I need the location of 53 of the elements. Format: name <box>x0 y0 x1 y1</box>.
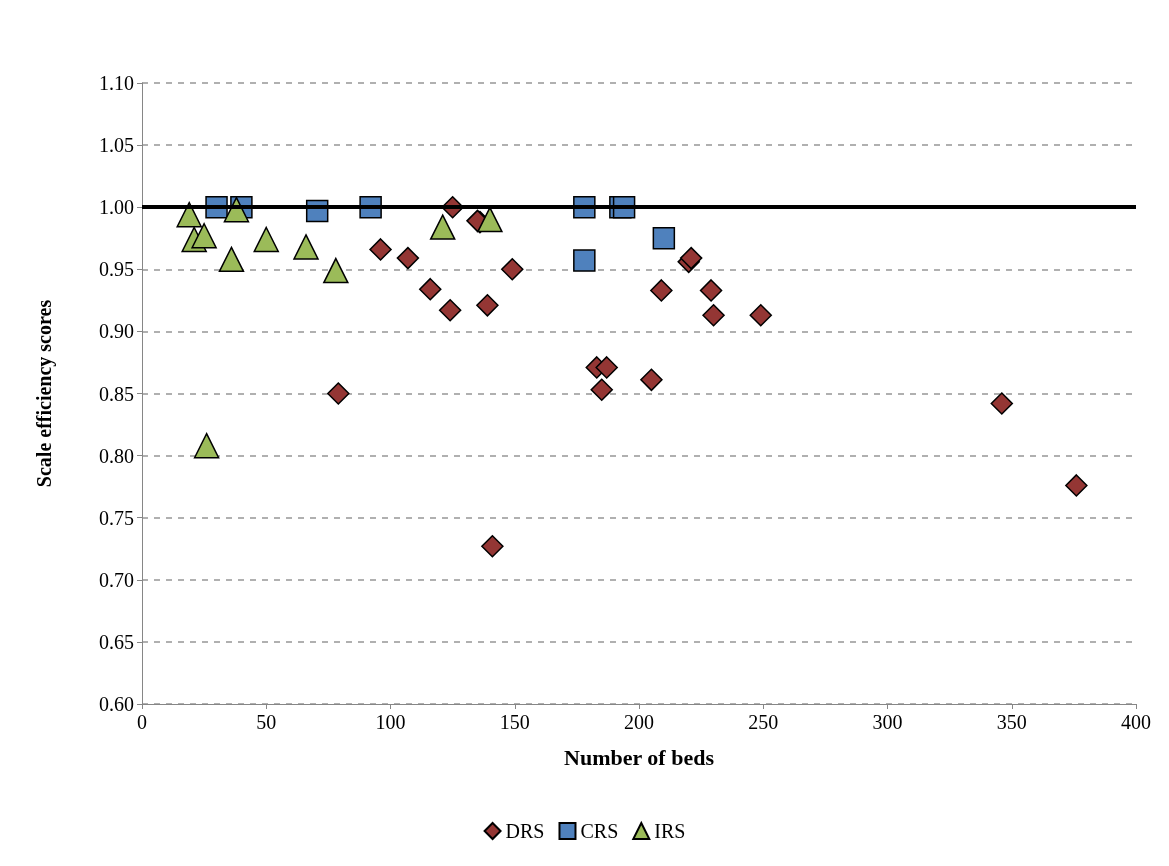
point <box>218 246 245 273</box>
point <box>438 299 462 322</box>
x-tick-label: 300 <box>872 711 903 733</box>
legend-label: CRS <box>580 820 619 842</box>
point <box>595 356 618 379</box>
y-tick-label: 0.60 <box>99 693 134 715</box>
point <box>699 279 723 302</box>
point <box>193 432 220 459</box>
point <box>327 382 350 405</box>
y-tick-label: 1.00 <box>99 196 134 219</box>
y-tick-label: 1.05 <box>99 134 134 157</box>
point <box>476 294 499 317</box>
y-tick-label: 1.10 <box>99 72 134 94</box>
y-tick-label: 0.75 <box>99 506 134 529</box>
x-tick-label: 350 <box>996 711 1027 733</box>
point <box>369 238 392 261</box>
y-tick-label: 0.65 <box>99 630 134 653</box>
point <box>253 226 279 253</box>
y-tick-label: 0.95 <box>99 258 134 281</box>
point <box>191 223 217 249</box>
point <box>293 234 319 260</box>
point <box>429 214 456 240</box>
y-tick-label: 0.70 <box>99 568 134 591</box>
point <box>419 277 442 301</box>
x-tick-label: 400 <box>1121 711 1151 733</box>
point <box>640 368 663 392</box>
x-tick-label: 50 <box>256 711 277 733</box>
x-tick-label: 100 <box>375 711 406 733</box>
x-axis-title: Number of beds <box>564 744 715 770</box>
point <box>1065 474 1088 497</box>
point <box>501 258 524 281</box>
point <box>990 392 1014 415</box>
y-tick-label: 0.80 <box>99 444 134 467</box>
x-tick-label: 150 <box>499 711 530 733</box>
y-axis-title: Scale efficiency scores <box>33 299 56 488</box>
x-tick-label: 0 <box>137 711 147 733</box>
point <box>702 304 725 327</box>
y-tick-label: 0.90 <box>99 320 134 343</box>
legend-label: DRS <box>505 820 545 842</box>
point <box>176 201 202 228</box>
point <box>749 304 773 327</box>
point <box>481 535 504 558</box>
x-tick-label: 200 <box>624 711 654 733</box>
x-tick-label: 250 <box>748 711 779 733</box>
point <box>590 378 613 402</box>
point <box>573 249 596 272</box>
point <box>652 227 676 250</box>
legend-label: IRS <box>654 820 686 842</box>
point <box>650 279 673 302</box>
point <box>323 257 349 284</box>
point <box>396 246 420 270</box>
point <box>477 206 503 233</box>
y-tick-label: 0.85 <box>99 382 134 405</box>
